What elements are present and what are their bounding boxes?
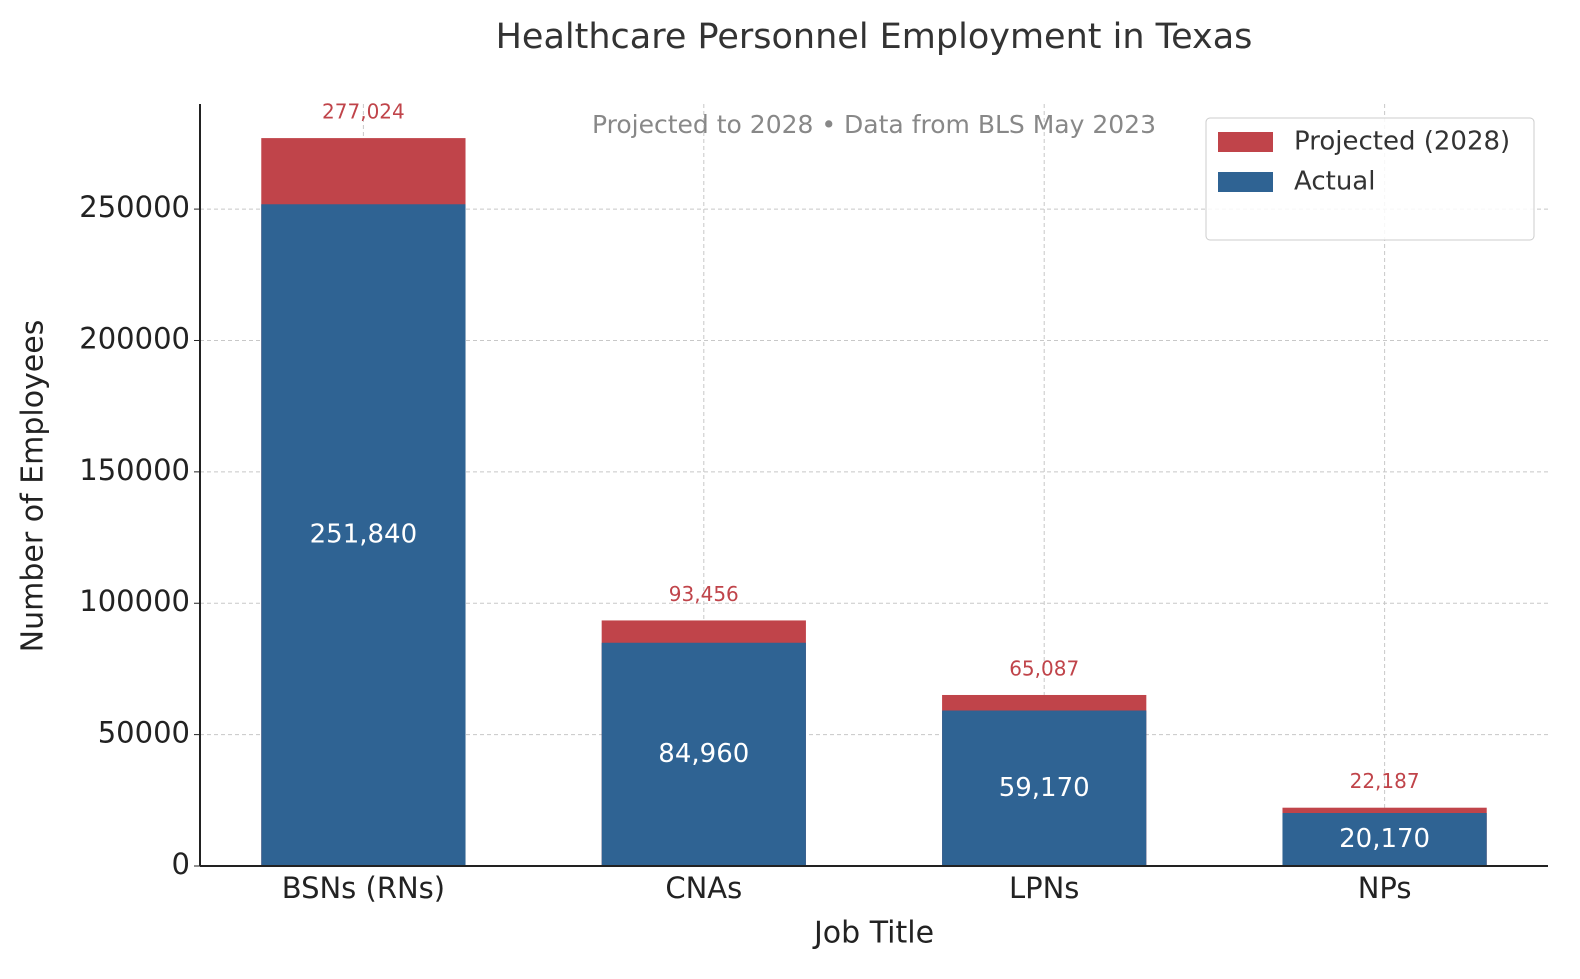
value-label: 20,170: [1339, 824, 1430, 854]
value-label: 84,960: [658, 739, 749, 769]
value-label: 93,456: [669, 582, 739, 606]
chart-title: Healthcare Personnel Employment in Texas: [496, 17, 1253, 57]
y-axis-label: Number of Employees: [16, 320, 51, 653]
value-label: 251,840: [310, 520, 418, 550]
legend-swatch: [1218, 172, 1273, 192]
x-tick-label: CNAs: [665, 871, 742, 905]
x-axis-label: Job Title: [812, 916, 934, 951]
x-tick-label: LPNs: [1009, 871, 1079, 905]
y-tick-label: 100000: [79, 584, 190, 618]
y-tick-label: 200000: [79, 321, 190, 355]
value-label: 65,087: [1009, 656, 1079, 680]
x-tick-label: BSNs (RNs): [282, 871, 445, 905]
x-tick-label: NPs: [1358, 871, 1412, 905]
legend-swatch: [1218, 132, 1273, 152]
y-tick-label: 50000: [98, 716, 190, 750]
bar: [942, 710, 1147, 866]
bar: [601, 642, 806, 866]
bar: [261, 204, 466, 867]
legend-label: Projected (2028): [1294, 127, 1510, 157]
bar: [1282, 813, 1487, 866]
subtitle: Projected to 2028 • Data from BLS May 20…: [592, 110, 1156, 139]
value-label: 277,024: [322, 100, 405, 124]
legend-label: Actual: [1294, 167, 1375, 197]
legend: Projected (2028) Actual: [1205, 117, 1535, 241]
y-tick-label: 150000: [79, 453, 190, 487]
value-label: 22,187: [1350, 769, 1420, 793]
legend-box: [1205, 117, 1535, 241]
y-tick-label: 0: [172, 847, 190, 881]
y-tick-label: 250000: [79, 190, 190, 224]
value-label: 59,170: [999, 773, 1090, 803]
